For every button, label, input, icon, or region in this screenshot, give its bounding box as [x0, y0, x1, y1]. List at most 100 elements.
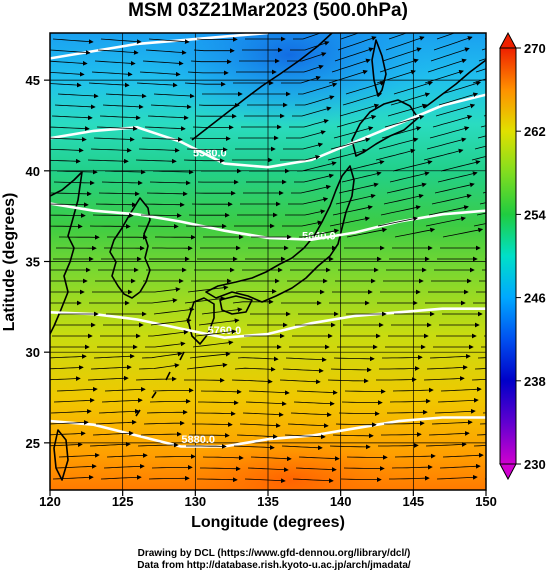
wind-streamline: [426, 137, 467, 150]
wind-streamline: [284, 434, 326, 440]
wind-streamline: [340, 477, 382, 483]
wind-streamline: [338, 411, 380, 417]
wind-streamline: [484, 478, 486, 480]
wind-streamline: [381, 432, 422, 437]
wind-streamline: [381, 126, 422, 139]
wind-streamline: [50, 191, 92, 197]
wind-streamline: [339, 103, 380, 117]
wind-streamline: [147, 115, 189, 121]
wind-streamline: [338, 182, 379, 194]
wind-streamline: [288, 197, 329, 205]
colorbar-tick-label-246: 246: [524, 291, 546, 306]
wind-streamline: [427, 58, 467, 73]
wind-streamline: [382, 47, 422, 62]
wind-streamline: [50, 409, 92, 414]
wind-streamline: [50, 60, 88, 66]
wind-streamline: [234, 366, 276, 372]
wind-streamline: [392, 387, 434, 393]
wind-streamline: [384, 420, 425, 426]
wind-streamline: [394, 453, 436, 459]
wind-streamline: [102, 104, 144, 110]
wind-streamline: [148, 329, 189, 337]
wind-streamline: [100, 474, 142, 480]
contour-line-1: [50, 307, 486, 340]
wind-streamline: [387, 103, 428, 117]
colorbar-min-triangle: [499, 463, 517, 481]
wind-streamline: [476, 434, 486, 436]
wind-streamline: [431, 193, 472, 205]
wind-streamline: [375, 148, 416, 161]
wind-streamline: [244, 478, 286, 484]
wind-streamline: [197, 477, 238, 483]
wind-streamline: [141, 137, 183, 142]
y-tick-label-35: 35: [26, 255, 40, 270]
wind-streamline: [344, 160, 385, 172]
wind-streamline: [342, 92, 383, 106]
wind-streamline: [426, 365, 468, 370]
wind-streamline: [436, 474, 478, 480]
wind-streamline: [294, 173, 334, 183]
wind-streamline: [335, 422, 377, 428]
coastline-kurils: [423, 59, 486, 109]
wind-streamline: [143, 420, 185, 426]
contour-label-0: 5880.0: [181, 434, 215, 446]
wind-streamline: [380, 205, 421, 216]
y-tick-label-25: 25: [26, 436, 40, 451]
wind-streamline: [475, 68, 486, 73]
wind-streamline: [293, 401, 335, 407]
wind-streamline: [231, 379, 273, 384]
wind-streamline: [283, 142, 324, 150]
wind-streamline: [299, 228, 340, 238]
wind-streamline: [390, 92, 431, 106]
y-tick-label-45: 45: [26, 73, 40, 88]
wind-streamline: [471, 378, 486, 381]
wind-streamline: [101, 180, 143, 186]
wind-streamline: [149, 398, 191, 404]
wind-streamline: [332, 205, 373, 216]
wind-streamline: [437, 397, 479, 403]
x-tick-label-145: 145: [402, 494, 424, 509]
wind-streamline: [141, 351, 183, 359]
wind-streamline: [344, 389, 386, 394]
wind-streamline: [386, 182, 427, 194]
y-tick-label-40: 40: [26, 164, 40, 179]
x-tick-label-140: 140: [330, 494, 352, 509]
wind-streamline: [378, 443, 419, 448]
wind-streamline: [150, 104, 192, 110]
wind-streamline: [437, 171, 478, 183]
wind-streamline: [332, 433, 374, 439]
wind-streamline: [472, 78, 486, 84]
wind-streamline: [50, 431, 86, 436]
wind-streamline: [138, 147, 180, 153]
wind-streamline: [200, 466, 241, 472]
wind-streamline: [50, 202, 89, 208]
wind-streamline: [248, 390, 290, 396]
wind-streamline: [186, 444, 227, 449]
wind-streamline: [92, 213, 134, 218]
wind-streamline: [183, 158, 225, 164]
wind-streamline: [186, 362, 228, 370]
colorbar-bar: [499, 47, 517, 465]
wind-streamline: [281, 75, 321, 84]
wind-streamline: [290, 40, 330, 51]
wind-streamline: [346, 227, 388, 238]
wind-streamline: [295, 95, 335, 106]
wind-streamline: [50, 354, 87, 359]
wind-streamline: [433, 36, 473, 51]
wind-streamline: [138, 363, 180, 370]
wind-streamline: [52, 474, 94, 480]
wind-streamline: [387, 409, 428, 415]
wind-streamline: [87, 158, 129, 164]
coastline-honshu: [205, 165, 355, 303]
wind-streamline: [50, 365, 84, 370]
wind-streamline: [425, 442, 467, 447]
wind-streamline: [242, 412, 284, 418]
wind-streamline: [100, 38, 142, 44]
wind-streamline: [184, 296, 226, 304]
wind-streamline: [285, 357, 327, 363]
wind-streamline: [295, 467, 337, 472]
wind-streamline: [235, 289, 277, 294]
x-tick-label-150: 150: [475, 494, 497, 509]
contour-label-1: 5760.0: [208, 325, 242, 337]
colorbar-tick-label-230: 230: [524, 457, 546, 472]
